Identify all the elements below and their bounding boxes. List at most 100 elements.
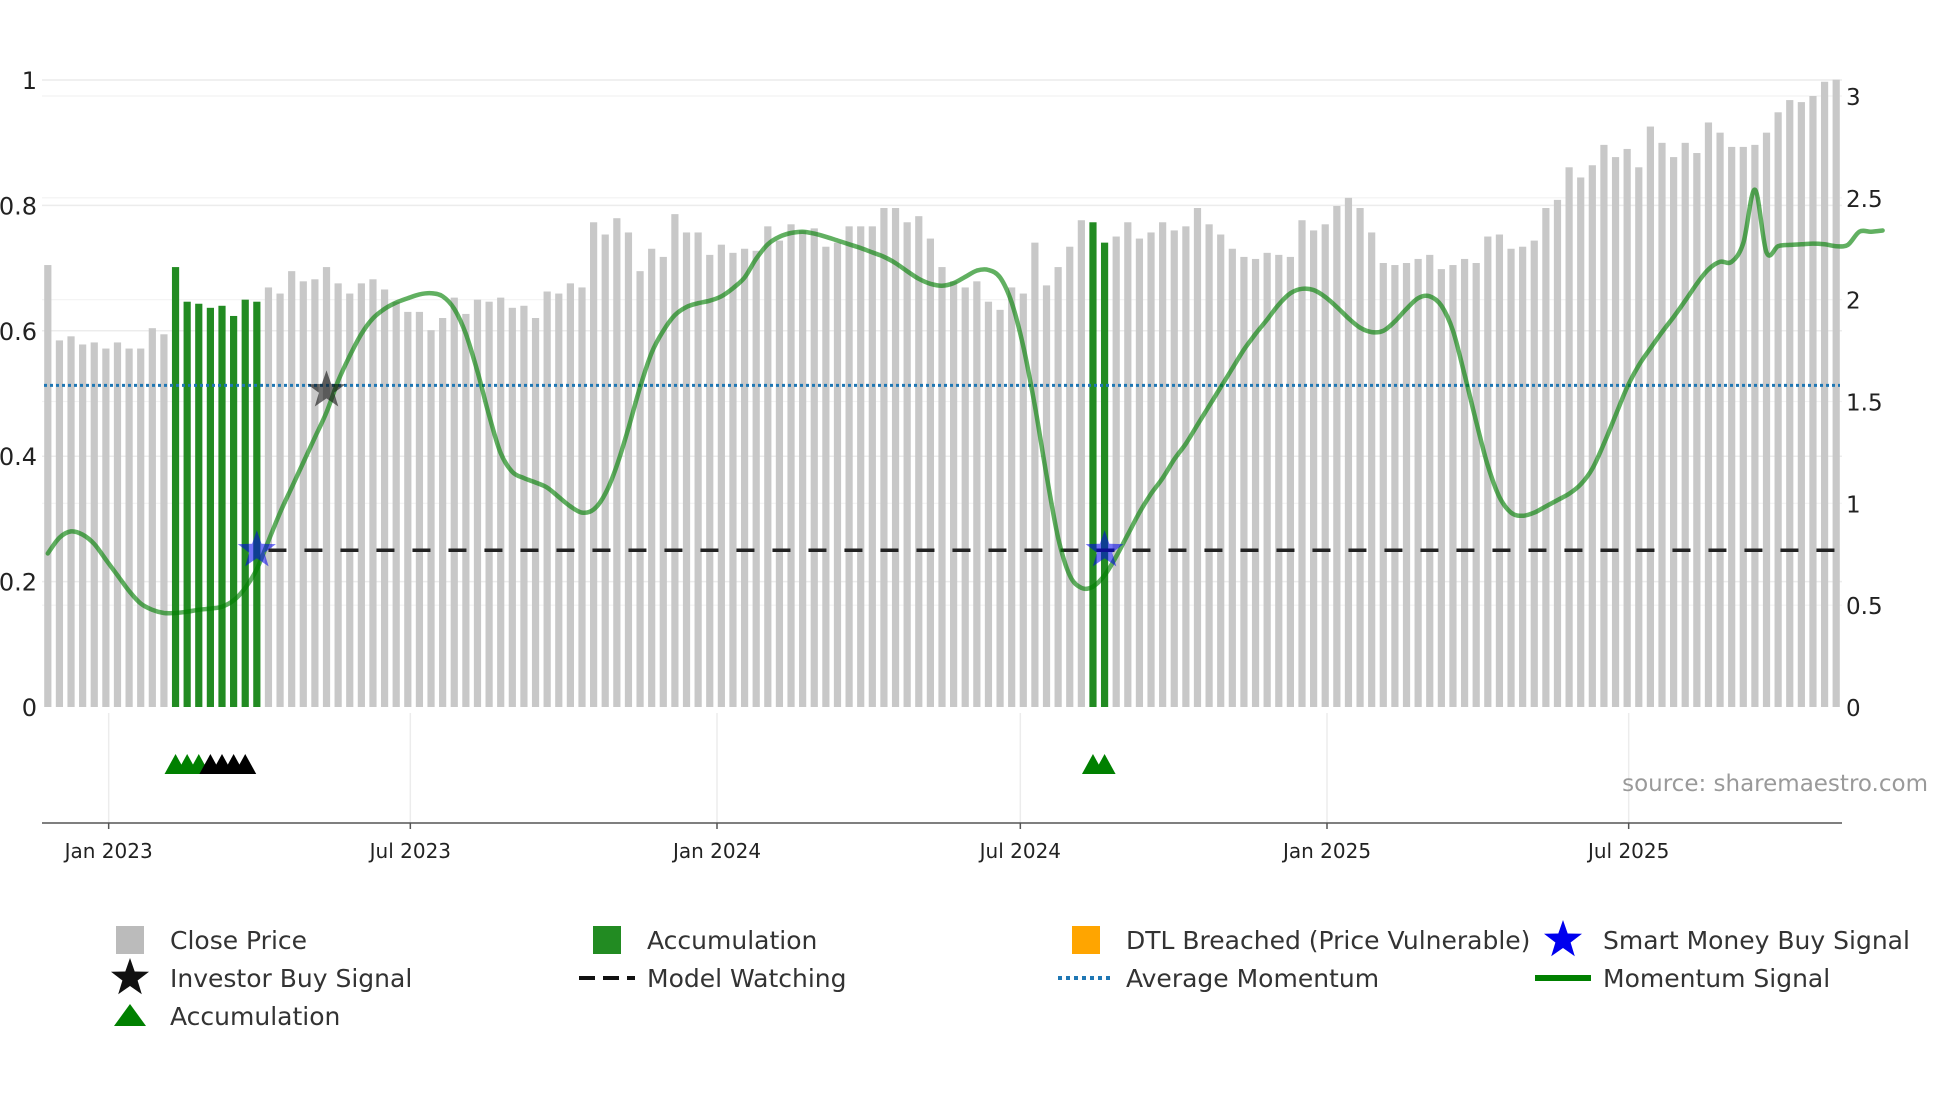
close-price-bar <box>520 305 528 707</box>
close-price-bar <box>1426 254 1434 708</box>
close-price-bar <box>1774 112 1782 707</box>
left-axis-tick-label: 0.8 <box>0 192 37 220</box>
close-price-bar <box>1739 146 1747 707</box>
close-price-bar <box>427 330 435 707</box>
close-price-bar <box>578 287 586 707</box>
left-axis-tick-label: 1 <box>22 67 37 95</box>
smart-money-buy-signal <box>1085 530 1124 567</box>
right-axis-tick-label: 1.5 <box>1846 391 1883 417</box>
close-price-bar <box>1658 142 1666 708</box>
close-price-bar <box>102 348 110 707</box>
close-price-bar <box>984 301 993 707</box>
close-price-bar <box>450 297 458 707</box>
close-price-bar <box>1797 102 1805 708</box>
close-price-bar <box>357 283 365 707</box>
close-price-bar <box>857 226 865 707</box>
close-price-bar <box>1751 144 1759 707</box>
close-price-bar <box>740 248 749 707</box>
close-price-bar <box>903 222 911 708</box>
close-price-bar <box>1054 267 1062 707</box>
x-axis-tick-label: Jan 2024 <box>671 839 761 863</box>
legend-label: Smart Money Buy Signal <box>1603 926 1910 955</box>
close-price-bar <box>415 311 424 707</box>
legend-label: Average Momentum <box>1126 964 1379 993</box>
close-price-bar <box>1205 224 1213 707</box>
right-axis-tick-label: 0 <box>1846 696 1861 722</box>
close-price-bar <box>1611 157 1620 708</box>
close-price-bar <box>822 246 830 708</box>
legend-label: Investor Buy Signal <box>170 964 412 993</box>
legend-square-icon <box>116 926 144 954</box>
accumulation-bar <box>241 299 249 707</box>
close-price-bar <box>1728 146 1736 707</box>
x-axis-tick-label: Jul 2024 <box>978 839 1061 863</box>
close-price-bar <box>334 283 342 707</box>
close-price-bar <box>752 250 760 707</box>
investor-buy-signal <box>307 370 346 407</box>
close-price-bar <box>1600 144 1608 707</box>
close-price-bar <box>1786 100 1794 707</box>
legend-label: Close Price <box>170 926 307 955</box>
close-price-bar <box>90 342 98 707</box>
close-price-bar <box>1228 248 1236 707</box>
close-price-bar <box>1449 265 1457 707</box>
left-axis-tick-label: 0.2 <box>0 569 37 597</box>
close-price-bar <box>346 293 354 707</box>
x-axis-tick-label: Jul 2025 <box>1586 839 1669 863</box>
close-price-bar <box>950 281 958 707</box>
left-axis-tick-label: 0.4 <box>0 443 37 471</box>
close-price-bar <box>926 238 934 708</box>
legend-label: Momentum Signal <box>1603 964 1830 993</box>
close-price-bar <box>148 328 156 707</box>
close-price-bar <box>1008 287 1016 707</box>
legend-square-icon <box>1072 926 1100 954</box>
close-price-bar <box>392 301 400 707</box>
close-price-bar <box>1042 285 1051 707</box>
close-price-bar <box>1135 238 1144 708</box>
close-price-bar <box>1031 242 1039 707</box>
close-price-bar <box>462 313 470 707</box>
right-axis-tick-label: 1 <box>1846 492 1861 518</box>
close-price-bar <box>1217 234 1225 707</box>
close-price-bar <box>1762 132 1771 707</box>
close-price-bar <box>682 232 691 707</box>
close-price-bar <box>1310 230 1318 708</box>
close-price-bar <box>1623 148 1631 707</box>
close-price-bar <box>1402 263 1411 707</box>
close-price-bar <box>79 344 87 707</box>
close-price-bar <box>299 281 307 707</box>
close-price-bar <box>1553 199 1562 707</box>
close-price-bar <box>1670 157 1678 708</box>
close-price-bar <box>880 208 888 707</box>
close-price-bar <box>891 208 900 707</box>
close-price-bar <box>1460 258 1469 707</box>
legend-label: Accumulation <box>647 926 817 955</box>
close-price-bar <box>1391 265 1399 707</box>
close-price-bar <box>125 348 133 707</box>
close-price-bar <box>1646 126 1654 708</box>
close-price-bar <box>1472 263 1480 707</box>
accumulation-bar <box>171 267 180 707</box>
close-price-bar <box>1170 230 1178 708</box>
close-price-bar <box>1066 246 1074 708</box>
close-price-bar <box>1263 252 1271 707</box>
close-price-bar <box>276 293 284 707</box>
close-price-bar <box>55 340 64 707</box>
close-price-bar <box>706 254 714 708</box>
close-price-bar <box>1159 222 1167 708</box>
source-label: source: sharemaestro.com <box>1622 771 1928 797</box>
close-price-bar <box>799 230 807 708</box>
right-axis-tick-label: 0.5 <box>1846 594 1883 620</box>
close-price-bar <box>1832 79 1840 707</box>
close-price-bar <box>1368 232 1376 707</box>
close-price-bar <box>1112 236 1120 707</box>
close-price-bar <box>1507 248 1515 707</box>
legend-label: DTL Breached (Price Vulnerable) <box>1126 926 1530 955</box>
close-price-bar <box>497 297 505 707</box>
momentum-signal-line <box>45 187 1885 616</box>
x-axis-tick-label: Jan 2025 <box>1281 839 1371 863</box>
close-price-bar <box>264 287 273 707</box>
close-price-bar <box>1820 81 1829 707</box>
close-price-bar <box>868 226 876 707</box>
